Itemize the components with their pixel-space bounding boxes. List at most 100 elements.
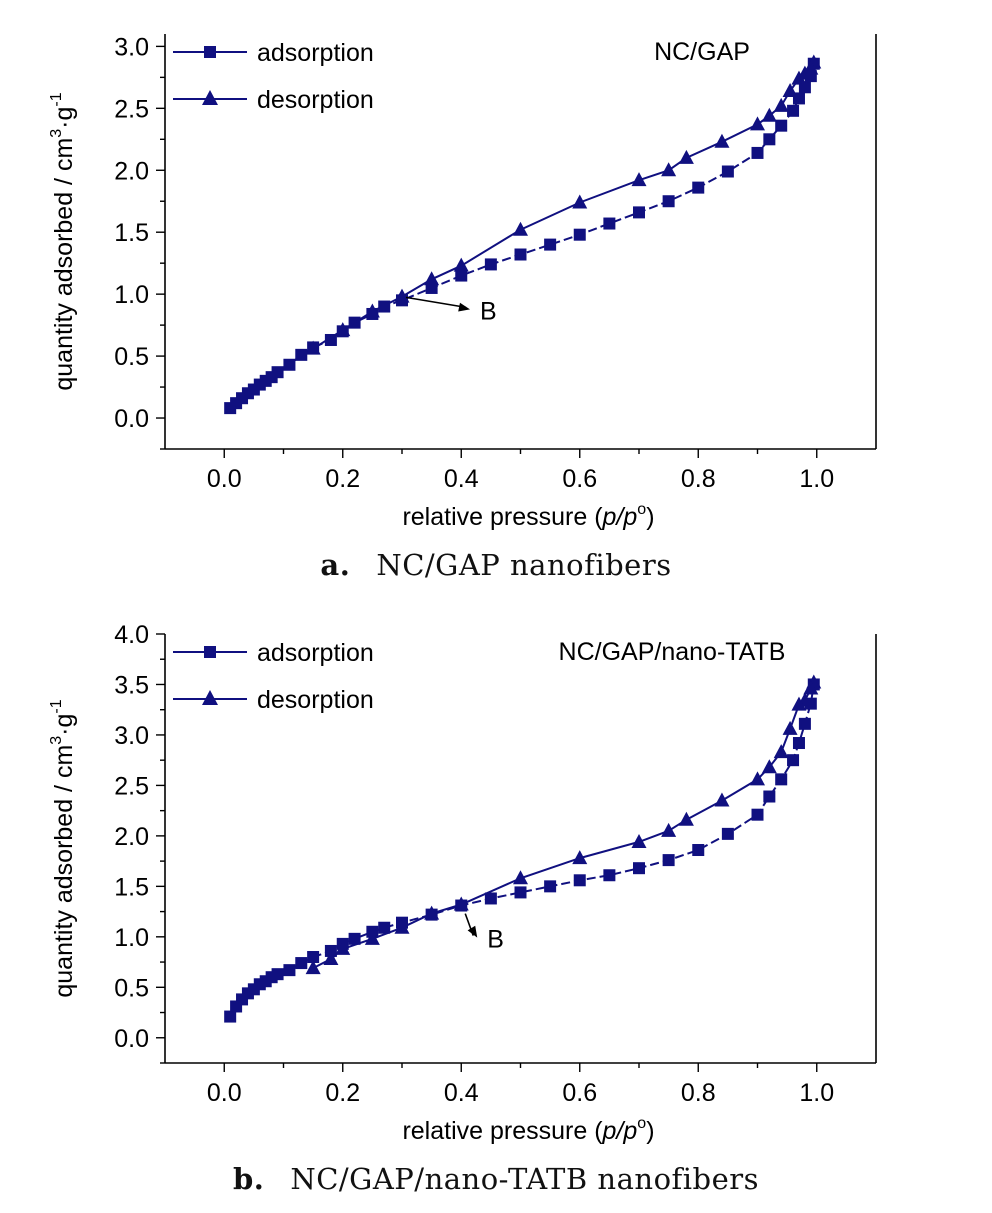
desorption-point <box>791 696 807 711</box>
y-tick-label: 0.0 <box>114 1025 149 1053</box>
x-tick-label: 0.2 <box>325 465 360 493</box>
desorption-point <box>513 870 528 885</box>
desorption-point <box>761 759 777 774</box>
desorption-point <box>305 960 321 975</box>
caption-b-letter: b. <box>232 1162 265 1196</box>
adsorption-point <box>775 773 788 786</box>
x-tick-label: 0.4 <box>444 465 479 493</box>
y-tick-label: 4.0 <box>114 621 149 649</box>
adsorption-point <box>283 964 296 977</box>
adsorption-point <box>763 133 776 146</box>
desorption-point <box>394 919 410 934</box>
desorption-point <box>424 271 440 286</box>
adsorption-point <box>787 104 800 117</box>
x-title-italic: p/p <box>602 503 638 531</box>
adsorption-point <box>662 854 675 867</box>
desorption-point <box>714 133 730 148</box>
adsorption-point <box>484 892 497 905</box>
y-tick-label: 2.5 <box>114 772 149 800</box>
chart-title: NC/GAP <box>654 38 750 66</box>
adsorption-point <box>573 874 586 887</box>
adsorption-point <box>348 932 361 945</box>
y-title-sup1: 3 <box>48 736 65 745</box>
y-title-main: quantity adsorbed / cm <box>50 138 78 391</box>
legend-label-desorption: desorption <box>257 686 374 714</box>
desorption-point <box>453 896 469 911</box>
legend-label-desorption: desorption <box>257 86 374 114</box>
x-title-main: relative pressure ( <box>402 503 603 531</box>
chart-panel-b: 0.0 0.2 0.4 0.6 0.8 1.0 0.0 0.5 1.0 1.5 2.0 2.5 3.0 3… <box>0 606 992 1213</box>
x-tick-label: 1.0 <box>799 465 834 493</box>
annotation-arrow-line <box>405 296 467 309</box>
adsorption-point <box>692 844 705 857</box>
desorption-point <box>661 162 677 177</box>
adsorption-point <box>633 206 645 219</box>
x-tick-label: 1.0 <box>799 1079 834 1107</box>
adsorption-point <box>271 366 284 379</box>
desorption-point <box>424 905 440 920</box>
desorption-point <box>750 116 765 131</box>
x-axis-title: relative pressure (p/po) <box>402 501 654 531</box>
x-axis-title: relative pressure (p/po) <box>402 1115 654 1145</box>
legend-marker-adsorption <box>204 646 216 658</box>
x-tick-label: 0.8 <box>681 1079 716 1107</box>
adsorption-point <box>295 957 308 970</box>
adsorption-point <box>324 333 337 346</box>
adsorption-point <box>721 165 734 178</box>
adsorption-point <box>792 737 805 750</box>
y-tick-label: 1.5 <box>114 873 149 901</box>
desorption-point <box>761 107 777 122</box>
x-title-end: ) <box>646 1117 654 1145</box>
desorption-point <box>453 257 469 272</box>
legend-label-adsorption: adsorption <box>257 39 374 67</box>
adsorption-point <box>692 181 705 194</box>
x-tick-label: 0.0 <box>207 465 242 493</box>
adsorption-point <box>283 358 296 371</box>
adsorption-point <box>514 886 527 899</box>
desorption-point <box>572 850 588 865</box>
desorption-point <box>791 70 807 85</box>
caption-a-text: NC/GAP nanofibers <box>376 548 672 582</box>
y-title-sup2: -1 <box>48 92 65 106</box>
x-title-italic: p/p <box>602 1117 638 1145</box>
chart-title: NC/GAP/nano-TATB <box>559 638 786 666</box>
y-tick-label: 0.5 <box>114 974 149 1002</box>
adsorption-point <box>763 790 776 803</box>
y-tick-label: 1.5 <box>114 219 149 247</box>
adsorption-point <box>603 869 616 882</box>
desorption-point <box>364 930 380 945</box>
annotation-arrow-head <box>458 302 470 312</box>
series-line-adsorption <box>229 63 815 409</box>
y-tick-label: 0.5 <box>114 343 149 371</box>
y-tick-label: 0.0 <box>114 405 149 433</box>
adsorption-point <box>787 754 800 767</box>
caption-b-text: NC/GAP/nano-TATB nanofibers <box>290 1162 760 1196</box>
legend-marker-desorption <box>202 690 218 705</box>
x-tick-label: 0.4 <box>444 1079 479 1107</box>
x-title-end: ) <box>646 503 654 531</box>
desorption-point <box>750 771 765 786</box>
adsorption-point <box>798 717 811 730</box>
desorption-point <box>513 221 528 236</box>
adsorption-point <box>544 238 557 251</box>
x-title-main: relative pressure ( <box>402 1117 603 1145</box>
y-title-sup1: 3 <box>48 129 65 138</box>
adsorption-point <box>633 862 645 875</box>
adsorption-point <box>484 258 497 271</box>
isotherm-chart-nc-gap-nano-tatb: 0.0 0.2 0.4 0.6 0.8 1.0 0.0 0.5 1.0 1.5 2.0 2.5 3.0 3… <box>48 621 877 1145</box>
desorption-point <box>782 82 798 97</box>
desorption-point <box>714 792 730 807</box>
x-tick-label: 0.0 <box>207 1079 242 1107</box>
x-title-sup: o <box>637 1115 646 1132</box>
adsorption-point <box>455 269 468 282</box>
desorption-point <box>394 288 410 303</box>
y-tick-label: 1.0 <box>114 924 149 952</box>
y-title-mid: ·g <box>50 714 78 736</box>
desorption-point <box>773 97 789 112</box>
adsorption-point <box>721 827 734 840</box>
desorption-point <box>335 322 351 337</box>
desorption-point <box>631 833 647 848</box>
adsorption-point <box>324 944 337 957</box>
adsorption-point <box>295 348 308 361</box>
desorption-point <box>631 172 647 187</box>
